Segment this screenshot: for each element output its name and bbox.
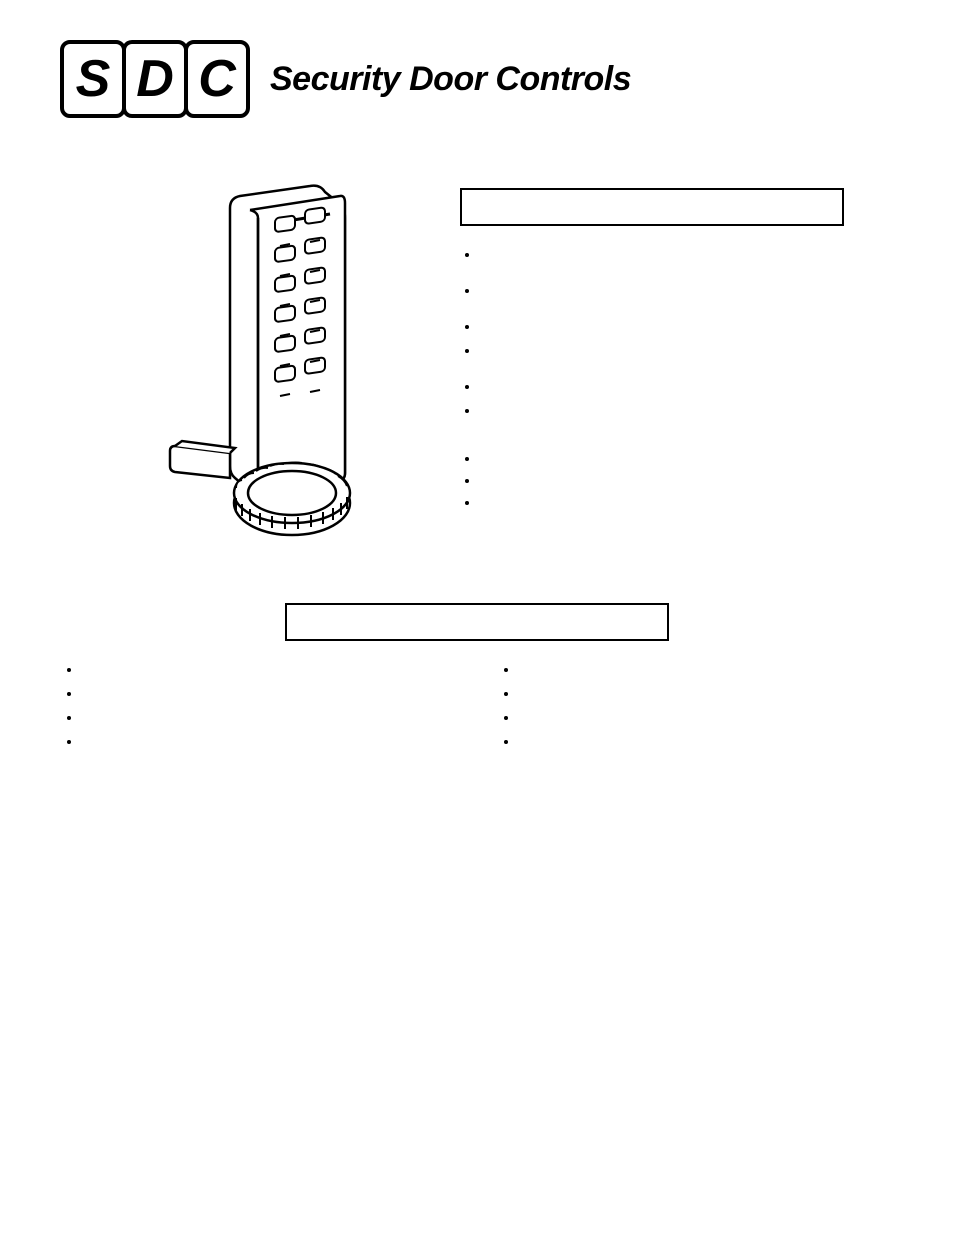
applications-section (60, 603, 894, 757)
applications-heading-box (285, 603, 669, 641)
feature-item (480, 402, 894, 448)
feature-item (480, 246, 894, 280)
application-item (82, 685, 457, 707)
application-item (82, 733, 457, 755)
feature-item (480, 378, 894, 400)
application-item (82, 661, 457, 683)
logo-letter-s: S (60, 40, 126, 118)
applications-columns (60, 661, 894, 757)
logo-letter-d: D (122, 40, 188, 118)
brand-name: Security Door Controls (270, 60, 631, 99)
feature-item (480, 450, 894, 470)
application-item (519, 685, 894, 707)
application-item (519, 709, 894, 731)
top-section (60, 178, 894, 583)
feature-item (480, 282, 894, 316)
applications-left-column (60, 661, 457, 757)
applications-right-column (497, 661, 894, 757)
feature-item (480, 472, 894, 492)
features-section (460, 178, 894, 583)
feature-item (480, 318, 894, 340)
logo-letter-c: C (184, 40, 250, 118)
application-item (519, 733, 894, 755)
sdc-logo: S D C (60, 40, 250, 118)
header: S D C Security Door Controls (60, 40, 894, 118)
features-heading-box (460, 188, 844, 226)
keypad-device-drawing (120, 178, 400, 583)
feature-item (480, 494, 894, 514)
features-list (460, 246, 894, 514)
application-item (519, 661, 894, 683)
application-item (82, 709, 457, 731)
feature-item (480, 342, 894, 376)
